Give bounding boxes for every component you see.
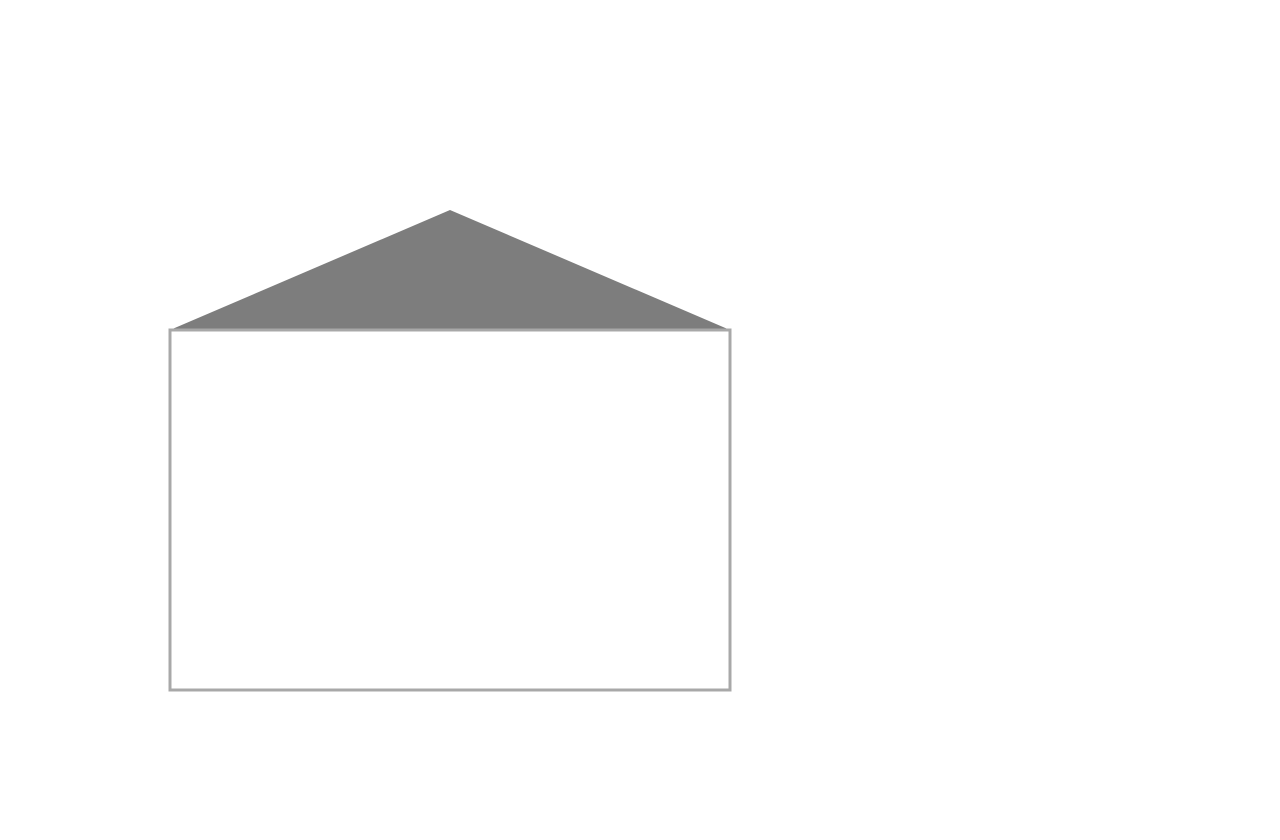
roof bbox=[170, 210, 730, 330]
building-wall bbox=[170, 330, 730, 690]
